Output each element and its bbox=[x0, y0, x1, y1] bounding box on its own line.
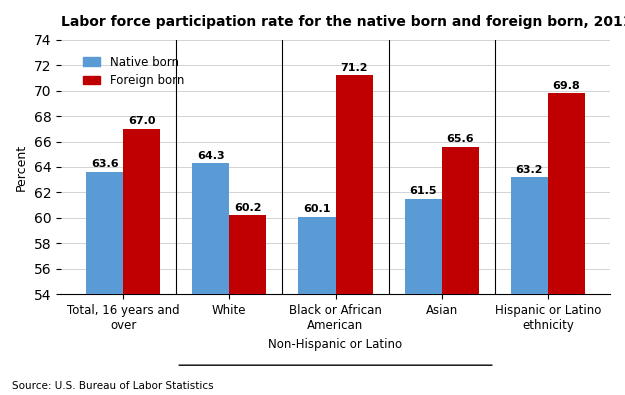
Bar bbox=[548, 93, 585, 395]
Legend: Native born, Foreign born: Native born, Foreign born bbox=[78, 51, 189, 92]
Bar bbox=[298, 216, 336, 395]
Bar bbox=[123, 129, 160, 395]
Bar bbox=[442, 147, 479, 395]
Bar bbox=[336, 75, 372, 395]
Bar bbox=[404, 199, 442, 395]
Text: 63.2: 63.2 bbox=[516, 165, 543, 175]
Text: Labor force participation rate for the native born and foreign born, 2011 annual: Labor force participation rate for the n… bbox=[61, 15, 625, 29]
Text: 69.8: 69.8 bbox=[552, 81, 581, 91]
Text: 63.6: 63.6 bbox=[91, 160, 118, 169]
Text: 65.6: 65.6 bbox=[446, 134, 474, 144]
Y-axis label: Percent: Percent bbox=[15, 143, 28, 190]
Text: 64.3: 64.3 bbox=[197, 150, 224, 161]
Text: 60.2: 60.2 bbox=[234, 203, 262, 213]
Text: 67.0: 67.0 bbox=[128, 116, 156, 126]
Bar bbox=[192, 163, 229, 395]
Text: Non-Hispanic or Latino: Non-Hispanic or Latino bbox=[269, 339, 402, 352]
Text: 61.5: 61.5 bbox=[409, 186, 437, 196]
Bar bbox=[229, 215, 266, 395]
Bar bbox=[511, 177, 548, 395]
Text: Source: U.S. Bureau of Labor Statistics: Source: U.S. Bureau of Labor Statistics bbox=[12, 381, 214, 391]
Bar bbox=[86, 172, 123, 395]
Text: 71.2: 71.2 bbox=[341, 63, 368, 73]
Text: 60.1: 60.1 bbox=[303, 204, 331, 214]
